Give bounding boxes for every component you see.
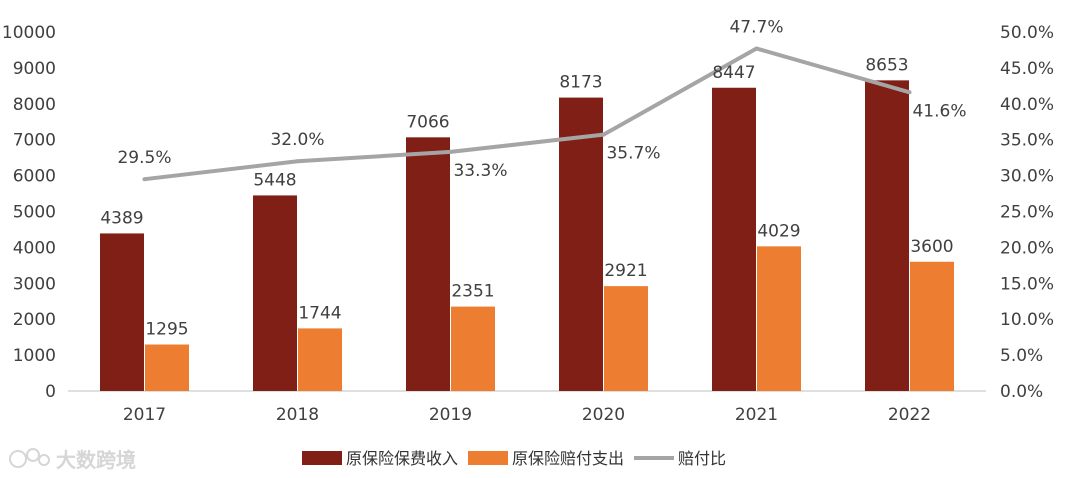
- bar-premium: [559, 97, 603, 392]
- y-left-tick-label: 5000: [13, 203, 56, 223]
- y-right-tick-label: 45.0%: [1000, 59, 1054, 79]
- y-left-tick-label: 1000: [13, 346, 56, 366]
- bar-data-label: 2921: [604, 261, 647, 281]
- bar-claims: [298, 328, 342, 391]
- y-left-tick-label: 2000: [13, 310, 56, 330]
- y-right-tick-label: 20.0%: [1000, 238, 1054, 258]
- watermark: 大数跨境: [9, 448, 136, 472]
- bar-data-label: 5448: [253, 170, 296, 190]
- bar-claims: [604, 286, 648, 391]
- x-tick-label: 2020: [582, 405, 625, 425]
- x-tick-label: 2022: [888, 405, 931, 425]
- ratio-data-label: 33.3%: [453, 161, 507, 181]
- ratio-data-label: 41.6%: [912, 101, 966, 121]
- bar-premium: [865, 80, 909, 391]
- legend-label: 原保险赔付支出: [512, 449, 624, 468]
- bar-premium: [712, 87, 756, 392]
- y-axis-right: 0.0% 5.0% 10.0% 15.0% 20.0% 25.0% 30.0% 35.0% 40…: [1000, 23, 1054, 402]
- ratio-data-label: 35.7%: [606, 144, 660, 164]
- bar-claims: [145, 344, 189, 391]
- y-right-tick-label: 25.0%: [1000, 203, 1054, 223]
- bar-data-label: 2351: [451, 282, 494, 302]
- data-labels: 4389 5448 7066 8173 8447 8653 1295 1744 2351 2921…: [100, 18, 966, 340]
- bar-claims: [757, 246, 801, 391]
- bar-claims: [451, 306, 495, 391]
- x-tick-label: 2019: [429, 405, 472, 425]
- bar-data-label: 8173: [559, 73, 602, 93]
- y-right-tick-label: 30.0%: [1000, 167, 1054, 187]
- bar-data-label: 8653: [865, 55, 908, 75]
- line-series: [142, 46, 912, 182]
- x-tick-label: 2018: [276, 405, 319, 425]
- y-left-tick-label: 10000: [2, 23, 56, 43]
- y-right-tick-label: 15.0%: [1000, 274, 1054, 294]
- bar-series: [100, 80, 954, 392]
- legend-label: 原保险保费收入: [346, 449, 458, 468]
- legend-swatch: [468, 451, 508, 465]
- ratio-data-label: 29.5%: [117, 148, 171, 168]
- bar-claims: [910, 261, 954, 391]
- bar-data-label: 1295: [145, 320, 188, 340]
- bar-data-label: 4029: [757, 221, 800, 241]
- y-left-tick-label: 0: [45, 382, 56, 402]
- bar-premium: [406, 137, 450, 391]
- x-tick-label: 2021: [735, 405, 778, 425]
- y-left-tick-label: 6000: [13, 167, 56, 187]
- ratio-point: [601, 132, 606, 137]
- y-left-tick-label: 8000: [13, 95, 56, 115]
- y-left-tick-label: 4000: [13, 238, 56, 258]
- legend-label: 赔付比: [678, 449, 726, 468]
- x-axis: 2017 2018 2019 2020 2021 2022: [68, 390, 986, 425]
- ratio-point: [448, 149, 453, 154]
- y-axis-left: 0 1000 2000 3000 4000 5000 6000 7000 8000 9000 100…: [2, 23, 56, 402]
- ratio-line: [144, 46, 911, 182]
- bar-premium: [100, 233, 144, 391]
- y-right-tick-label: 0.0%: [1000, 382, 1043, 402]
- watermark-logo-icon: [9, 448, 50, 468]
- bar-data-label: 7066: [406, 112, 449, 132]
- y-right-tick-label: 35.0%: [1000, 131, 1054, 151]
- ratio-point: [142, 177, 147, 182]
- bar-premium: [253, 195, 297, 391]
- y-right-tick-label: 10.0%: [1000, 310, 1054, 330]
- ratio-point: [907, 90, 912, 95]
- ratio-point: [754, 46, 759, 51]
- legend: 原保险保费收入 原保险赔付支出 赔付比: [302, 449, 726, 468]
- bar-data-label: 8447: [712, 63, 755, 83]
- y-right-tick-label: 50.0%: [1000, 23, 1054, 43]
- y-right-tick-label: 40.0%: [1000, 95, 1054, 115]
- y-left-tick-label: 9000: [13, 59, 56, 79]
- legend-swatch: [302, 451, 342, 465]
- y-left-tick-label: 3000: [13, 274, 56, 294]
- bar-data-label: 1744: [298, 303, 341, 323]
- x-tick-label: 2017: [123, 405, 166, 425]
- bar-data-label: 3600: [910, 237, 953, 257]
- y-right-tick-label: 5.0%: [1000, 346, 1043, 366]
- ratio-data-label: 32.0%: [270, 130, 324, 150]
- ratio-data-label: 47.7%: [729, 18, 783, 38]
- watermark-text: 大数跨境: [56, 448, 136, 472]
- ratio-point: [295, 159, 300, 164]
- y-left-tick-label: 7000: [13, 131, 56, 151]
- bar-data-label: 4389: [100, 208, 143, 228]
